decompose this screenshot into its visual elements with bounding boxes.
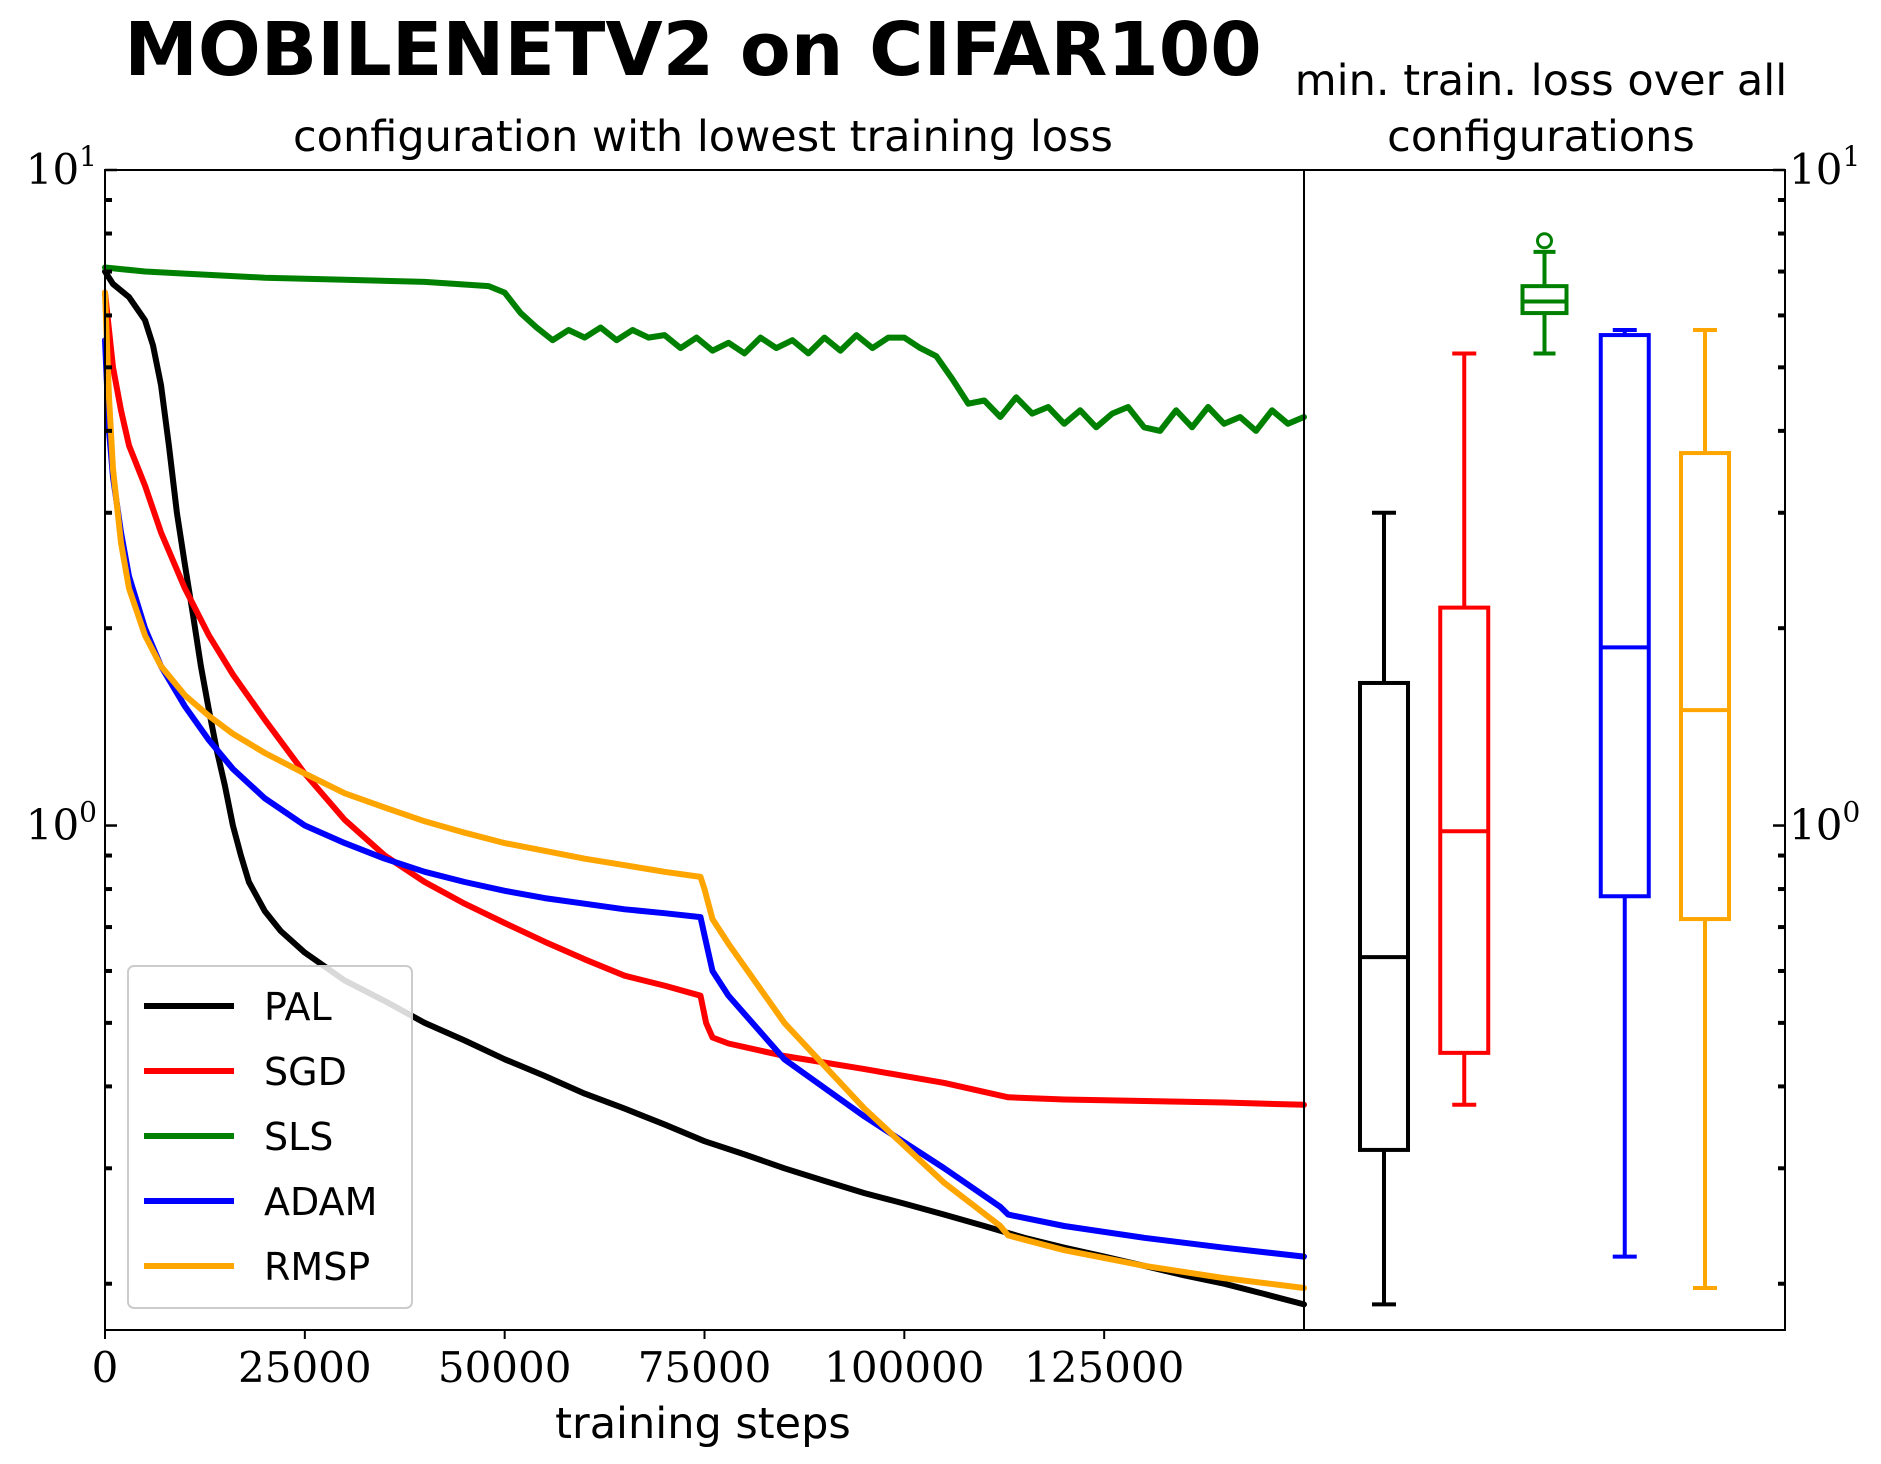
box-pal-iqr — [1358, 680, 1410, 1152]
chart-title: MOBILENETV2 on CIFAR100 — [124, 7, 1262, 93]
x-tick-label: 50000 — [438, 1343, 572, 1392]
legend-sls-label: SLS — [264, 1115, 333, 1159]
legend-pal-label: PAL — [264, 985, 332, 1029]
legend: PAL SGD SLS ADAM RMSP — [127, 965, 413, 1309]
legend-sgd-label: SGD — [264, 1050, 347, 1094]
box-plot-frame — [1303, 169, 1786, 1331]
legend-adam-label: ADAM — [264, 1180, 377, 1224]
x-tick-label: 25000 — [238, 1343, 372, 1392]
y-tick-label: 101 — [26, 140, 97, 194]
x-tick-label: 0 — [92, 1343, 119, 1392]
legend-box — [127, 965, 413, 1309]
box-panel: 101 100 — [1303, 140, 1860, 1331]
box-subtitle: min. train. loss over all configurations — [1295, 56, 1787, 162]
x-tick-label: 75000 — [638, 1343, 772, 1392]
y-tick-label: 100 — [1789, 796, 1860, 850]
box-sls-outlier — [1536, 232, 1553, 250]
series-line-rmsp — [102, 289, 1307, 1291]
y-tick-label: 101 — [1789, 140, 1860, 194]
line-subtitle: configuration with lowest training loss — [293, 112, 1113, 162]
series-line-sls — [102, 264, 1307, 434]
x-tick-label: 125000 — [1024, 1343, 1184, 1392]
y-tick-label: 100 — [26, 796, 97, 850]
legend-rmsp-label: RMSP — [264, 1245, 370, 1289]
line-panel: 0 25000 50000 75000 100000 125000 101 100 — [26, 140, 1307, 1392]
box-rmsp-iqr — [1679, 451, 1731, 922]
x-tick-label: 100000 — [824, 1343, 984, 1392]
box-adam-iqr — [1598, 333, 1651, 899]
x-axis-label: training steps — [555, 1399, 851, 1449]
series-line-sgd — [102, 289, 1307, 1108]
